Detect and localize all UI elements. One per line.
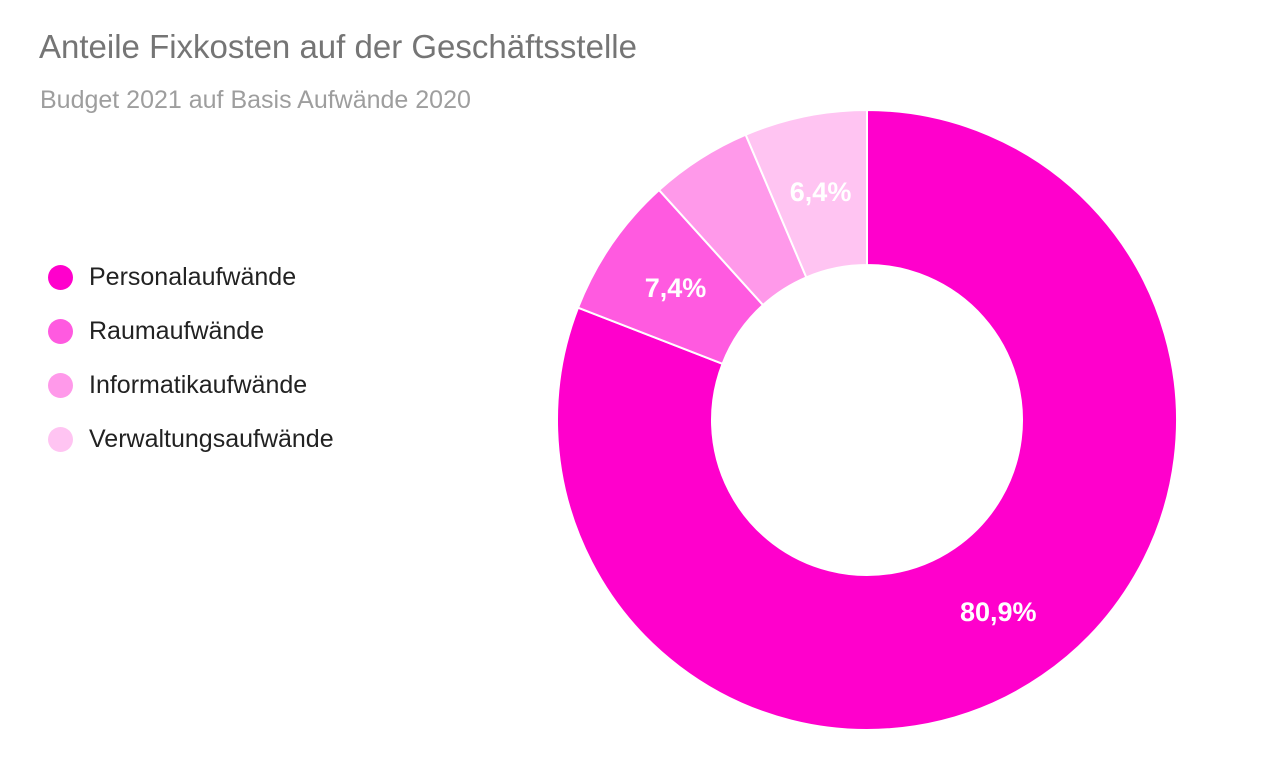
donut-slice-verwaltungsaufwaende[interactable] <box>744 108 868 279</box>
legend-swatch <box>48 264 73 290</box>
data-label-raumaufwaende: 7,4% <box>645 273 707 303</box>
legend-label: Raumaufwände <box>89 316 265 345</box>
legend-item-verwaltungsaufwaende[interactable]: Verwaltungsaufwände <box>48 412 334 466</box>
legend-item-informatikaufwaende[interactable]: Informatikaufwände <box>48 358 334 412</box>
data-label-personalaufwaende: 80,9% <box>960 597 1037 627</box>
chart-subtitle: Budget 2021 auf Basis Aufwände 2020 <box>40 86 471 114</box>
donut-slice-personalaufwaende[interactable] <box>556 108 1178 731</box>
legend-label: Informatikaufwände <box>89 370 308 399</box>
chart-title: Anteile Fixkosten auf der Geschäftsstell… <box>39 28 637 65</box>
legend-swatch <box>48 426 73 452</box>
legend-swatch <box>48 372 73 398</box>
legend-label: Personalaufwände <box>89 262 297 291</box>
data-label-verwaltungsaufwaende: 6,4% <box>790 177 852 207</box>
chart-legend: Personalaufwände Raumaufwände Informatik… <box>48 250 334 466</box>
legend-item-raumaufwaende[interactable]: Raumaufwände <box>48 304 334 358</box>
legend-swatch <box>48 318 73 344</box>
legend-item-personalaufwaende[interactable]: Personalaufwände <box>48 250 334 304</box>
legend-label: Verwaltungsaufwände <box>89 424 334 453</box>
